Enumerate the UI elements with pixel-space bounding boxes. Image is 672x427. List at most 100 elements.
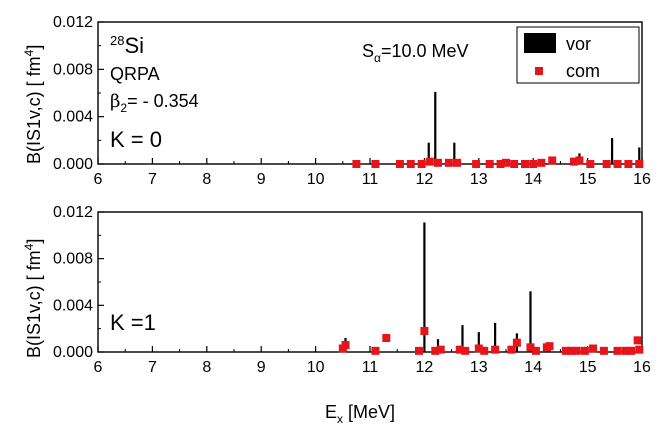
top-y-ticks: 0.000 0.004 0.008 0.012 — [53, 14, 104, 173]
com-marker — [371, 346, 380, 355]
method-label: QRPA — [110, 64, 160, 84]
com-marker — [352, 160, 361, 168]
com-marker — [613, 346, 622, 355]
x-tick-label: 6 — [94, 171, 103, 188]
x-tick-label: 11 — [362, 171, 379, 188]
com-marker — [613, 160, 622, 168]
nucleus-label: 28Si — [110, 33, 144, 58]
x-tick-label: 12 — [416, 359, 434, 376]
com-marker — [531, 346, 540, 355]
com-marker — [431, 346, 440, 355]
x-tick-label: 16 — [633, 359, 651, 376]
x-tick-label: 7 — [148, 171, 157, 188]
com-marker — [589, 344, 598, 353]
com-marker — [633, 336, 642, 345]
com-marker — [485, 160, 494, 168]
com-marker — [472, 160, 481, 168]
com-marker — [461, 346, 470, 355]
y-tick-label: 0.000 — [53, 344, 93, 361]
bottom-y-axis-label: B(IS1v,c) [ fm4] — [22, 239, 44, 358]
y-tick-label: 0.004 — [53, 297, 93, 314]
x-tick-label: 15 — [579, 171, 597, 188]
com-marker — [455, 345, 464, 354]
com-marker — [371, 160, 380, 168]
bottom-x-ticks: 6 7 8 9 10 11 12 13 14 15 16 — [94, 346, 651, 376]
x-tick-label: 10 — [307, 359, 325, 376]
x-tick-label: 15 — [579, 359, 597, 376]
com-marker — [572, 346, 581, 355]
com-marker — [434, 158, 442, 167]
x-tick-label: 7 — [148, 359, 157, 376]
com-marker — [537, 158, 546, 167]
com-marker — [417, 160, 426, 168]
legend-com-marker — [535, 67, 543, 75]
legend-com-label: com — [566, 61, 600, 81]
y-tick-label: 0.012 — [53, 204, 93, 221]
com-marker — [491, 345, 500, 354]
com-marker — [480, 346, 489, 355]
com-marker — [512, 338, 521, 347]
bottom-com-series — [338, 327, 644, 355]
x-tick-label: 9 — [257, 359, 266, 376]
com-marker — [502, 158, 510, 167]
com-marker — [602, 160, 611, 168]
com-marker — [621, 346, 630, 355]
y-tick-label: 0.008 — [53, 251, 93, 268]
x-tick-label: 13 — [470, 359, 488, 376]
com-marker — [529, 160, 538, 168]
x-axis-label: Ex [MeV] — [325, 402, 395, 426]
bottom-y-ticks: 0.000 0.004 0.008 0.012 — [53, 204, 104, 361]
com-marker — [414, 346, 423, 355]
top-vor-series — [427, 91, 641, 164]
com-marker — [580, 346, 589, 355]
y-tick-label: 0.012 — [53, 14, 93, 31]
bottom-vor-series — [344, 222, 551, 352]
com-marker — [420, 327, 429, 335]
com-marker — [507, 345, 516, 354]
com-marker — [382, 334, 391, 342]
com-marker — [599, 346, 608, 355]
com-marker — [406, 160, 415, 168]
x-tick-label: 14 — [524, 359, 542, 376]
com-marker — [545, 342, 554, 351]
com-marker — [635, 160, 644, 168]
com-marker — [521, 160, 530, 168]
com-marker — [526, 343, 535, 352]
legend-vor-label: vor — [566, 34, 591, 54]
com-marker — [453, 158, 462, 167]
y-tick-label: 0.008 — [53, 61, 93, 78]
legend-vor-swatch — [524, 33, 556, 53]
com-marker — [567, 346, 576, 355]
com-marker — [436, 345, 445, 354]
x-tick-label: 8 — [202, 171, 211, 188]
top-y-axis-label: B(IS1v,c) [ fm4] — [22, 45, 44, 164]
beta-label: β2= - 0.354 — [110, 91, 199, 115]
com-marker — [341, 341, 350, 349]
y-tick-label: 0.000 — [53, 156, 93, 173]
x-tick-label: 13 — [470, 171, 488, 188]
com-marker — [425, 157, 434, 166]
x-tick-label: 16 — [633, 171, 651, 188]
x-tick-label: 14 — [524, 171, 542, 188]
com-marker — [570, 157, 578, 166]
x-tick-label: 11 — [362, 359, 379, 376]
com-marker — [624, 160, 633, 168]
legend: vor com — [516, 26, 640, 84]
com-marker — [496, 160, 505, 168]
bottom-plot-frame — [97, 211, 643, 353]
x-tick-label: 10 — [307, 171, 325, 188]
com-marker — [627, 346, 636, 355]
x-tick-label: 9 — [257, 171, 266, 188]
com-marker — [586, 160, 595, 168]
com-marker — [474, 344, 483, 353]
com-marker — [510, 160, 519, 168]
com-marker — [444, 158, 453, 167]
com-marker — [395, 160, 404, 168]
com-marker — [548, 156, 557, 165]
y-tick-label: 0.004 — [53, 109, 93, 126]
x-tick-label: 12 — [416, 171, 434, 188]
separation-energy-label: Sα=10.0 MeV — [362, 41, 469, 65]
